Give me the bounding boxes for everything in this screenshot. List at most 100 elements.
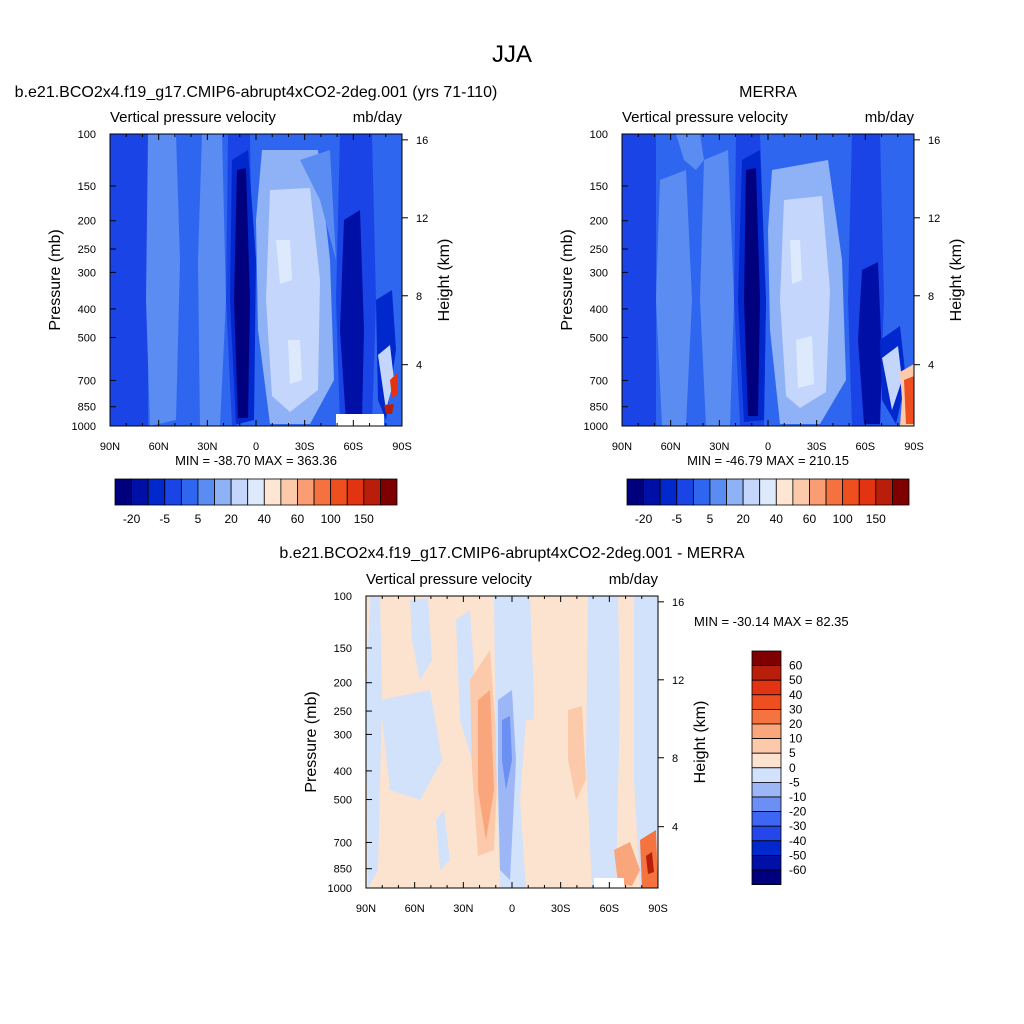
field-region (276, 240, 292, 284)
colorbar-label: 150 (866, 512, 886, 526)
field-region (904, 376, 914, 424)
panel-merra-y2axis: 16 12 8 4 (914, 135, 940, 372)
field-band (622, 134, 656, 426)
field-region (300, 150, 336, 260)
x-tick-label: 90S (904, 441, 924, 453)
field-region (744, 168, 760, 416)
colorbar-swatch (297, 478, 315, 506)
panel-model-y2label: Height (km) (436, 239, 453, 322)
panel-diff-title: b.e21.BCO2x4.f19_g17.CMIP6-abrupt4xCO2-2… (279, 545, 744, 562)
panel-merra-ylabel: Pressure (mb) (559, 229, 576, 330)
x-tick-label: 60S (856, 441, 876, 453)
field-region (198, 134, 226, 426)
x-tick-label: 60S (600, 903, 620, 915)
colorbar-label: 60 (291, 512, 305, 526)
colorbar-swatch (751, 650, 782, 667)
colorbar-label: 5 (789, 746, 796, 760)
y-tick-label: 1000 (584, 421, 608, 433)
panel-merra-field (622, 134, 914, 426)
colorbar-swatch (751, 665, 782, 681)
y-tick-label: 200 (590, 216, 608, 228)
y-tick-label: 150 (590, 181, 608, 193)
panel-diff-field (366, 596, 658, 888)
panel-model: b.e21.BCO2x4.f19_g17.CMIP6-abrupt4xCO2-2… (15, 84, 498, 526)
x-tick-label: 90N (356, 903, 376, 915)
colorbar-swatch (280, 478, 298, 506)
colorbar-swatch (263, 478, 282, 506)
y-tick-label: 100 (334, 591, 352, 603)
colorbar-label: -20 (123, 512, 141, 526)
colorbar-label: 5 (195, 512, 202, 526)
panel-model-ylabel: Pressure (mb) (47, 229, 64, 330)
x-tick-label: 90N (100, 441, 120, 453)
y2-tick-label: 4 (672, 822, 678, 834)
y-tick-label: 300 (78, 267, 96, 279)
field-region (340, 210, 364, 422)
colorbar-swatch (346, 478, 365, 506)
colorbar-label: 0 (789, 761, 796, 775)
panel-diff-stats: MIN = -30.14 MAX = 82.35 (694, 614, 849, 629)
x-tick-label: 30S (807, 441, 827, 453)
colorbar-swatch (751, 752, 782, 769)
panel-model-field (110, 134, 402, 426)
colorbar-swatch (164, 478, 182, 506)
x-tick-label: 0 (253, 441, 259, 453)
panel-merra: MERRA Vertical pressure velocity mb/day … (559, 84, 965, 526)
colorbar-label: -50 (789, 848, 807, 862)
x-tick-label: 60N (661, 441, 681, 453)
field-region (410, 598, 432, 680)
y-tick-label: 200 (334, 678, 352, 690)
y-tick-label: 400 (590, 304, 608, 316)
colorbar-swatch (131, 478, 149, 506)
field-region (436, 810, 450, 870)
colorbar-label: 40 (789, 688, 803, 702)
colorbar-swatch (875, 478, 893, 506)
field-region (502, 716, 512, 790)
x-tick-label: 0 (509, 903, 515, 915)
x-tick-label: 30N (197, 441, 217, 453)
panel-model-colorbar: -20 -5 5 20 40 60 100 150 (114, 478, 398, 526)
panel-model-right-label: mb/day (353, 109, 403, 126)
colorbar-swatch (626, 478, 644, 506)
field-region (796, 336, 814, 388)
field-region (614, 842, 640, 886)
y-tick-label: 850 (78, 402, 96, 414)
field-region (656, 170, 692, 426)
panel-diff-ylabel: Pressure (mb) (303, 691, 320, 792)
page-title: JJA (492, 41, 532, 68)
field-region (384, 404, 394, 414)
colorbar-label: -5 (159, 512, 170, 526)
colorbar-label: 30 (789, 702, 803, 716)
y-tick-label: 150 (334, 643, 352, 655)
panel-merra-yaxis: 100 150 200 250 300 400 500 700 850 1000 (584, 129, 628, 433)
panel-merra-y2label: Height (km) (948, 239, 965, 322)
colorbar-label: 100 (321, 512, 341, 526)
field-region (646, 852, 654, 874)
colorbar-label: -20 (789, 805, 807, 819)
colorbar-swatch (751, 811, 782, 827)
panel-merra-xaxis: 90N 60N 30N 0 30S 60S 90S (612, 134, 924, 453)
colorbar-swatch (751, 782, 782, 798)
panel-diff-yaxis: 100 150 200 250 300 400 500 700 850 1000 (328, 591, 372, 895)
field-region (520, 720, 552, 888)
y2-tick-label: 4 (416, 360, 422, 372)
colorbar-swatch (380, 478, 398, 506)
y2-tick-label: 12 (672, 675, 684, 687)
panel-diff-y2axis: 16 12 8 4 (658, 597, 684, 834)
colorbar-swatch (180, 478, 199, 506)
y-tick-label: 200 (78, 216, 96, 228)
colorbar-swatch (842, 478, 860, 506)
panel-diff: b.e21.BCO2x4.f19_g17.CMIP6-abrupt4xCO2-2… (279, 545, 848, 915)
y-tick-label: 300 (334, 729, 352, 741)
field-missing (336, 414, 384, 426)
colorbar-label: 20 (736, 512, 750, 526)
colorbar-swatch (363, 478, 381, 506)
y-tick-label: 1000 (72, 421, 96, 433)
colorbar-swatch (892, 478, 910, 506)
y-tick-label: 850 (590, 402, 608, 414)
x-tick-label: 30N (453, 903, 473, 915)
colorbar-swatch (751, 694, 782, 710)
panel-merra-right-label: mb/day (865, 109, 915, 126)
panel-merra-title: MERRA (739, 84, 797, 101)
